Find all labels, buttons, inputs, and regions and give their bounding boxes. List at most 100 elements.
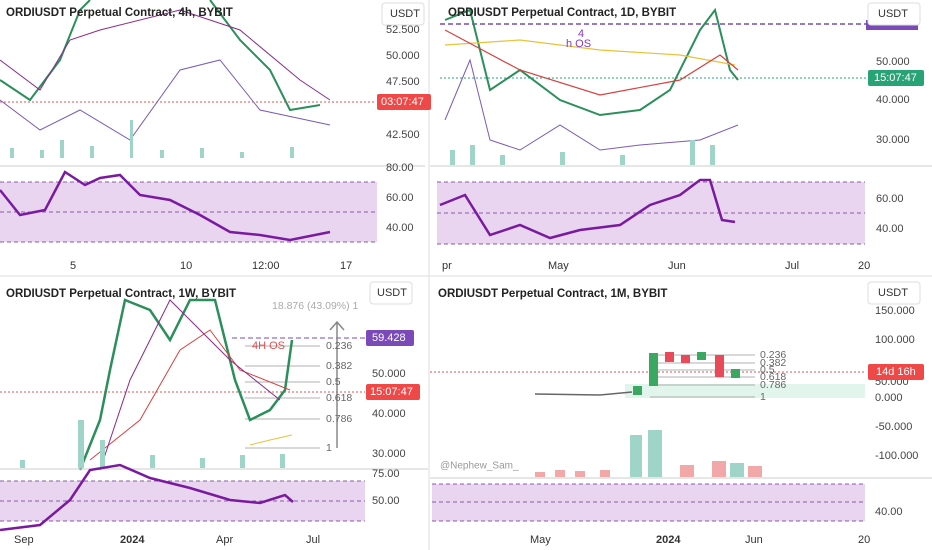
rsi-line	[439, 178, 736, 240]
price-tick: -50.000	[875, 421, 912, 433]
time-tick: Jul	[785, 260, 799, 272]
price-tick: 50.000	[386, 50, 420, 62]
rsi-tick: 60.00	[876, 193, 904, 205]
price-tick: 50.000	[372, 368, 406, 380]
price-line	[78, 298, 294, 471]
annotation: 4H OS	[252, 340, 285, 352]
time-tick: Jul	[306, 534, 320, 546]
measure-label: 18.876 (43.09%) 1	[272, 300, 359, 312]
price-tick: 100.000	[875, 334, 915, 346]
ma-line	[0, 9, 331, 101]
fib-label: 0.236	[760, 349, 786, 361]
price-tick: 47.500	[386, 76, 420, 88]
rsi-tick: 40.00	[875, 506, 903, 518]
time-tick: 17	[340, 260, 352, 272]
volume	[450, 140, 715, 165]
time-tick: 20	[858, 534, 870, 546]
volume	[10, 120, 294, 158]
ma-line	[444, 39, 736, 66]
rsi-tick: 60.00	[386, 192, 414, 204]
panel-title: ORDIUSDT Perpetual Contract, 1W, BYBIT	[6, 288, 236, 300]
volume	[20, 420, 285, 468]
panel-title: ORDIUSDT Perpetual Contract, 1M, BYBIT	[438, 288, 667, 300]
panel-1d: ORDIUSDT Perpetual Contract, 1D, BYBIT 4…	[430, 2, 932, 272]
currency[interactable]: USDT	[377, 287, 407, 299]
fib-label: 0.786	[760, 379, 786, 391]
price-tag	[868, 364, 924, 380]
time-tick: 12:00	[252, 260, 280, 272]
time-tick: Apr	[216, 534, 233, 546]
time-tick: Sep	[14, 534, 34, 546]
price-tag-text: 15:07:47	[370, 386, 413, 398]
ma-line	[249, 434, 293, 446]
band-line	[0, 59, 331, 141]
panel-1w: ORDIUSDT Perpetual Contract, 1W, BYBIT 1…	[0, 281, 428, 546]
rsi-tick: 40.00	[876, 223, 904, 235]
price-tick: -100.000	[875, 450, 918, 462]
price-tag-text: 59.428	[372, 332, 406, 344]
time-tick: 2024	[120, 534, 145, 546]
price-tick: 30.000	[876, 134, 910, 146]
time-tick: 2024	[656, 534, 681, 546]
panel-title: ORDIUSDT Perpetual Contract, 4h, BYBIT	[6, 7, 233, 19]
rsi-band	[0, 182, 377, 242]
price-tag	[366, 330, 414, 346]
fib-label: 0.382	[760, 357, 786, 369]
ma-line	[444, 29, 739, 96]
watermark: @Nephew_Sam_	[440, 461, 519, 472]
fib-label: 1	[326, 442, 332, 454]
zone	[625, 384, 865, 398]
price-tick: 40.000	[876, 94, 910, 106]
currency-box[interactable]	[867, 2, 921, 26]
rsi-tick: 75.00	[372, 468, 400, 480]
fib-label: 0.618	[326, 392, 352, 404]
time-tick: May	[548, 260, 569, 272]
time-tick: Jun	[668, 260, 686, 272]
time-tick: Jun	[745, 534, 763, 546]
fib-lines	[245, 345, 320, 449]
ma-line	[99, 299, 281, 471]
currency-box[interactable]	[867, 281, 921, 305]
price-tick: 42.500	[386, 129, 420, 141]
time-tick: May	[530, 534, 551, 546]
price-tag	[868, 70, 924, 86]
currency[interactable]: USDT	[390, 8, 420, 20]
price-tick: 30.000	[372, 448, 406, 460]
currency-box[interactable]	[381, 2, 425, 26]
price-tick: 52.500	[386, 24, 420, 36]
price-tag-text: 03:07:47	[381, 96, 424, 108]
candles	[633, 352, 740, 395]
rsi-tick: 50.00	[372, 495, 400, 507]
ma-line	[89, 329, 291, 461]
fib-label: 0.618	[760, 371, 786, 383]
price-line	[534, 391, 633, 396]
annotation: h OS	[566, 38, 591, 50]
panel-title: ORDIUSDT Perpetual Contract, 1D, BYBIT	[448, 7, 676, 19]
fib-label: 0.5	[760, 364, 775, 376]
panel-4h: ORDIUSDT Perpetual Contract, 4h, BYBIT U…	[0, 0, 431, 272]
fib-label: 0.786	[326, 413, 352, 425]
rsi-tick: 80.00	[386, 162, 414, 174]
volume	[535, 430, 762, 477]
price-tick: 40.000	[372, 408, 406, 420]
fib-label: 0.5	[326, 376, 341, 388]
time-tick: 5	[70, 260, 76, 272]
time-tick: 10	[180, 260, 192, 272]
currency[interactable]: USDT	[878, 287, 908, 299]
price-tag-text: 15:07:47	[874, 72, 917, 84]
time-tick: 20	[858, 260, 870, 272]
price-line	[444, 7, 739, 117]
currency-box[interactable]	[369, 281, 413, 305]
rsi-tick: 40.00	[386, 222, 414, 234]
price-tag	[366, 384, 420, 400]
fib-label: 1	[760, 391, 766, 403]
price-tick: 50.000	[876, 56, 910, 68]
price-tick: 0.000	[875, 392, 903, 404]
currency[interactable]: USDT	[878, 8, 908, 20]
price-tag	[377, 94, 431, 110]
rsi-line	[0, 463, 294, 532]
price-tick: 150.000	[875, 305, 915, 317]
measure-arrow	[329, 320, 345, 448]
price-tag-text: 14d 16h	[876, 366, 916, 378]
